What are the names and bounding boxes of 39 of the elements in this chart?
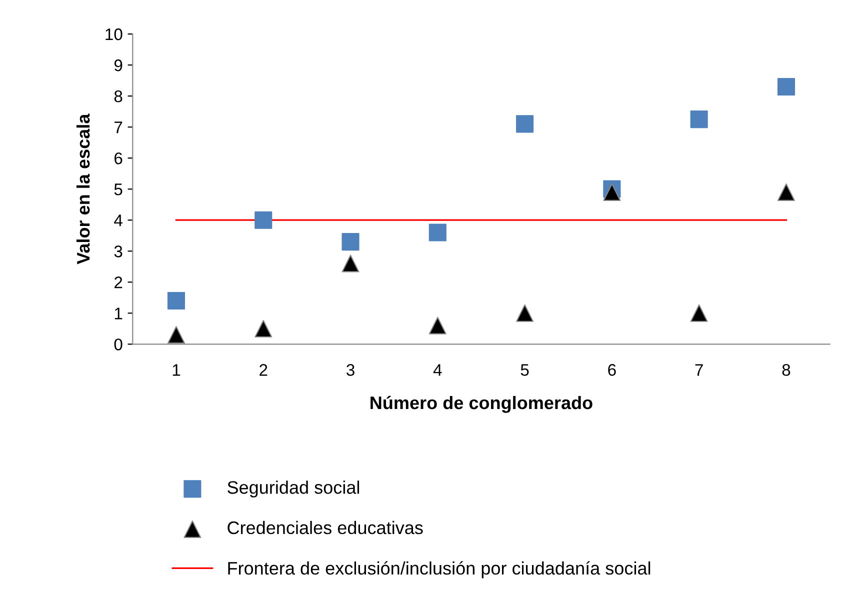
x-tick-label: 4 <box>433 364 442 376</box>
x-tick-label: 6 <box>608 364 616 376</box>
y-tick-label: 8 <box>114 90 122 102</box>
x-tick-label: 8 <box>782 364 790 376</box>
y-axis-title: Valor en la escala <box>76 114 90 264</box>
y-tick-label: 7 <box>114 122 122 134</box>
point <box>167 292 186 310</box>
point <box>603 183 621 201</box>
y-tick-label: 0 <box>114 338 122 350</box>
point <box>690 304 708 322</box>
y-tick-label: 1 <box>114 308 122 320</box>
point <box>254 320 272 338</box>
point <box>254 211 272 229</box>
legend-label: Seguridad social <box>228 480 360 498</box>
point <box>516 115 534 133</box>
y-tick-label: 9 <box>114 59 122 72</box>
y-tick-label: 4 <box>114 214 122 226</box>
y-tick-label: 5 <box>114 184 122 196</box>
y-tick-label: 6 <box>114 152 122 164</box>
point <box>428 316 446 334</box>
legend-label: Credenciales educativas <box>228 520 423 534</box>
x-tick-label: 3 <box>346 364 354 376</box>
point <box>516 304 534 322</box>
y-tick-label: 2 <box>114 276 122 288</box>
x-axis-title: Número de conglomerado <box>370 396 592 413</box>
legend-label: Frontera de exclusión/inclusión por ciudadanía social <box>228 561 650 578</box>
point <box>342 233 360 251</box>
x-tick-label: 1 <box>172 364 180 376</box>
point <box>690 110 708 128</box>
x-tick-label: 7 <box>695 364 703 376</box>
point <box>167 326 186 344</box>
x-tick-label: 2 <box>260 364 268 376</box>
x-tick-label: 5 <box>520 364 529 376</box>
y-tick-label: 3 <box>114 246 122 258</box>
point <box>342 254 360 272</box>
y-tick-label: 10 <box>106 28 122 40</box>
point <box>777 183 795 201</box>
point <box>428 224 446 242</box>
point <box>777 78 795 96</box>
